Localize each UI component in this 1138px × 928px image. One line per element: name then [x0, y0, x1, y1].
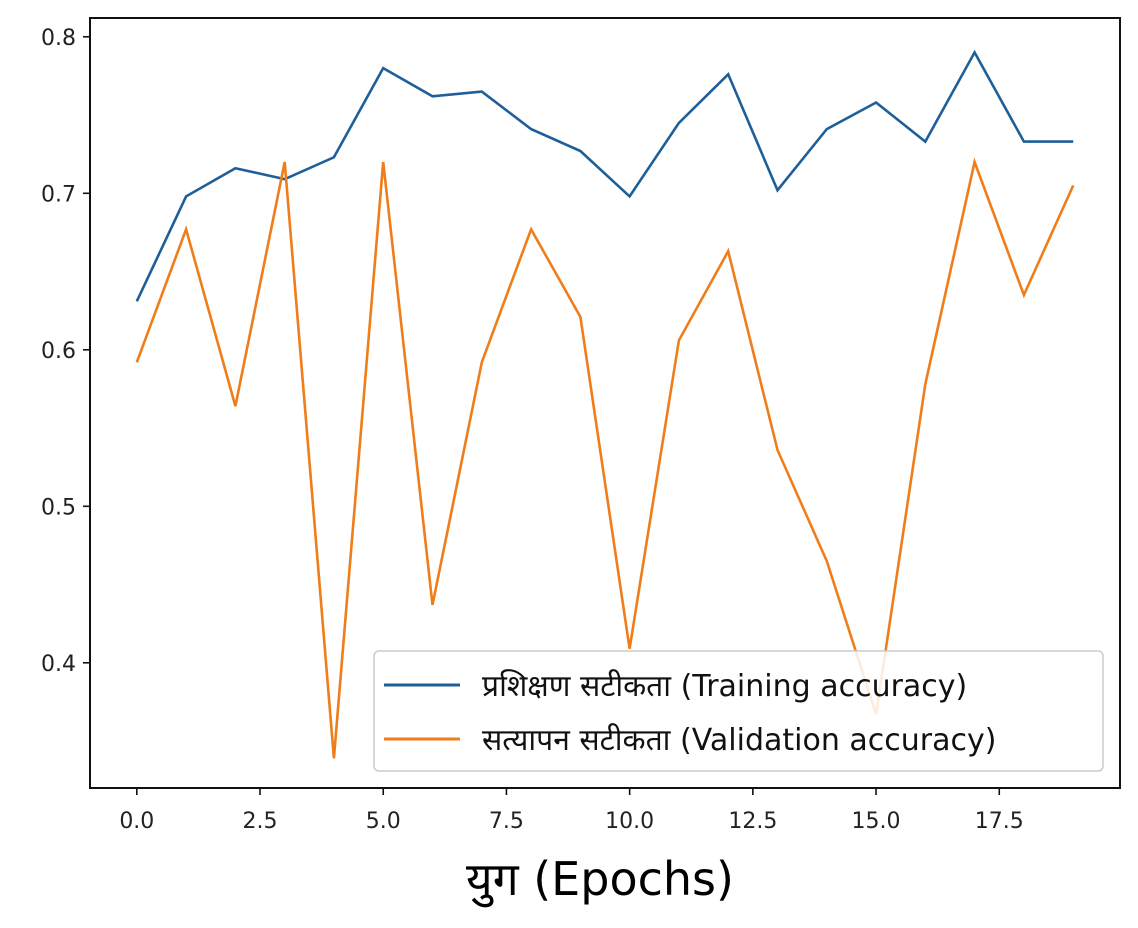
x-tick-label: 17.5: [975, 809, 1024, 834]
y-axis: 0.4 0.5 0.6 0.7 0.8: [41, 26, 90, 677]
x-tick-label: 15.0: [852, 809, 901, 834]
legend-label-training: प्रशिक्षण सटीकता (Training accuracy): [482, 669, 967, 704]
legend-box: [373, 650, 1104, 772]
y-tick-label: 0.5: [41, 495, 76, 520]
x-axis: 0.0 2.5 5.0 7.5 10.0 12.5 15.0 17.5: [119, 788, 1024, 834]
x-axis-label: युग (Epochs): [466, 852, 734, 908]
legend-label-validation: सत्यापन सटीकता (Validation accuracy): [482, 723, 996, 758]
series-layer: [135, 49, 1075, 759]
x-tick-label: 5.0: [366, 809, 401, 834]
y-tick-label: 0.6: [41, 339, 76, 364]
x-tick-label: 12.5: [728, 809, 777, 834]
x-tick-label: 2.5: [243, 809, 278, 834]
x-tick-label: 0.0: [119, 809, 154, 834]
y-tick-label: 0.4: [41, 652, 76, 677]
plot-frame: [89, 17, 1121, 789]
y-tick-label: 0.8: [41, 26, 76, 51]
legend: प्रशिक्षण सटीकता (Training accuracy) सत्य…: [373, 650, 1104, 772]
x-tick-label: 7.5: [489, 809, 524, 834]
x-tick-label: 10.0: [605, 809, 654, 834]
series-line-training: [135, 49, 1074, 302]
series-line-validation: [135, 157, 1075, 759]
y-tick-label: 0.7: [41, 182, 76, 207]
